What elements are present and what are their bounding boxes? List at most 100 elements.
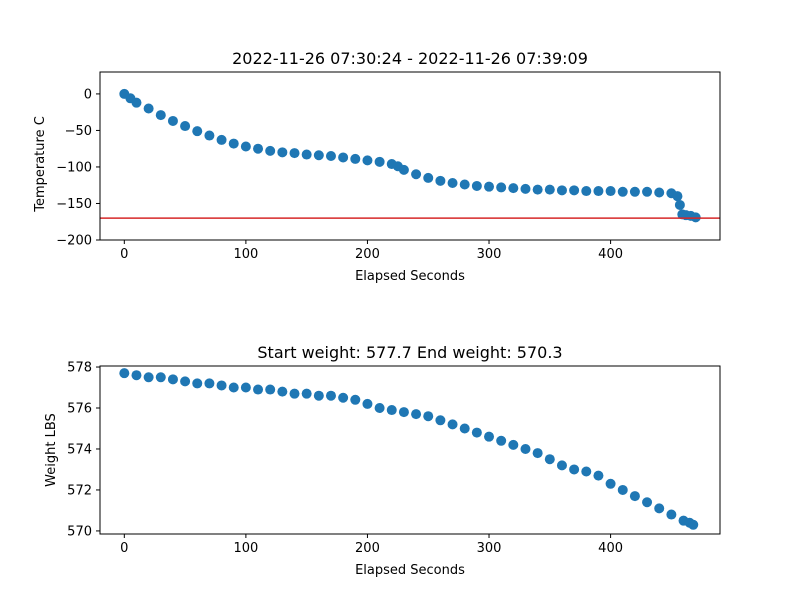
- weight-y-axis-label: Weight LBS: [44, 413, 59, 487]
- weight-data-point: [180, 376, 191, 387]
- temperature-data-point: [313, 150, 324, 161]
- temperature-data-point: [581, 186, 592, 197]
- weight-data-point: [666, 509, 677, 520]
- weight-data-point: [654, 503, 665, 514]
- weight-x-tick-label: 400: [598, 541, 623, 556]
- weight-data-point: [143, 372, 154, 383]
- temperature-data-point: [617, 186, 628, 197]
- temperature-data-point: [204, 130, 215, 141]
- weight-data-point: [338, 392, 349, 403]
- temperature-data-point: [180, 121, 191, 132]
- weight-data-point: [131, 370, 142, 381]
- weight-data-point: [605, 478, 616, 489]
- weight-y-tick-label: 578: [67, 361, 92, 376]
- weight-data-point: [386, 405, 397, 416]
- temperature-data-point: [253, 143, 264, 154]
- weight-data-point: [119, 368, 130, 379]
- weight-data-point: [496, 435, 507, 446]
- temperature-x-tick-label: 0: [120, 247, 128, 262]
- weight-data-point: [688, 519, 699, 530]
- weight-data-point: [459, 423, 470, 434]
- weight-data-point: [471, 427, 482, 438]
- temperature-y-tick-label: −150: [56, 197, 92, 212]
- weight-data-point: [313, 390, 324, 401]
- temperature-data-point: [411, 169, 422, 180]
- temperature-data-point: [459, 179, 470, 190]
- temperature-data-point: [423, 172, 434, 183]
- weight-data-point: [508, 439, 519, 450]
- temperature-data-point: [362, 155, 373, 166]
- temperature-data-point: [350, 153, 361, 164]
- temperature-data-point: [435, 175, 446, 186]
- temperature-data-point: [240, 141, 251, 152]
- temperature-data-point: [192, 126, 203, 137]
- weight-y-ticks: 578 576 574 572 570: [67, 361, 100, 539]
- temperature-data-point: [325, 151, 336, 161]
- temperature-y-ticks: 0 −50 −100 −150 −200: [56, 87, 100, 249]
- temperature-data-point: [216, 134, 227, 145]
- weight-data-point: [423, 411, 434, 422]
- temperature-x-tick-label: 200: [355, 247, 380, 262]
- weight-data-point: [398, 407, 409, 418]
- temperature-data-point: [277, 147, 288, 158]
- temperature-x-axis-label: Elapsed Seconds: [355, 269, 465, 284]
- temperature-x-tick-label: 400: [598, 247, 623, 262]
- temperature-data-point: [228, 138, 239, 149]
- weight-data-point: [216, 380, 227, 391]
- weight-data-point: [362, 398, 373, 409]
- weight-x-tick-label: 0: [120, 541, 128, 556]
- temperature-data-point: [672, 191, 683, 202]
- temperature-y-tick-label: −100: [56, 160, 92, 175]
- temperature-y-tick-label: −50: [65, 124, 92, 139]
- temperature-data-point: [605, 186, 616, 197]
- temperature-data-point: [556, 185, 567, 196]
- weight-y-tick-label: 574: [67, 442, 92, 457]
- temperature-data-points: [119, 88, 701, 223]
- weight-data-point: [435, 415, 446, 426]
- temperature-data-point: [642, 186, 653, 197]
- temperature-data-point: [265, 145, 276, 156]
- weight-y-tick-label: 572: [67, 483, 92, 498]
- temperature-data-point: [471, 180, 482, 191]
- temperature-data-point: [155, 110, 166, 121]
- weight-chart-title: Start weight: 577.7 End weight: 570.3: [257, 343, 562, 362]
- temperature-x-tick-label: 100: [233, 247, 258, 262]
- temperature-data-point: [289, 148, 300, 159]
- weight-plot-frame: [99, 365, 721, 535]
- temperature-data-point: [338, 152, 349, 163]
- weight-data-point: [520, 443, 531, 454]
- temperature-data-point: [484, 181, 495, 192]
- temperature-y-tick-label: −200: [56, 234, 92, 249]
- weight-data-point: [569, 464, 580, 475]
- weight-data-point: [204, 378, 215, 389]
- temperature-plot-frame: [99, 71, 721, 241]
- temperature-chart-title: 2022-11-26 07:30:24 - 2022-11-26 07:39:0…: [232, 49, 588, 68]
- temperature-data-point: [674, 199, 685, 210]
- temperature-data-point: [398, 164, 409, 175]
- weight-data-point: [411, 409, 422, 420]
- weight-data-point: [325, 390, 336, 401]
- temperature-data-point: [374, 156, 385, 167]
- weight-y-tick-label: 576: [67, 402, 92, 417]
- weight-x-ticks: 0 100 200 300 400: [120, 534, 623, 556]
- weight-x-tick-label: 300: [477, 541, 502, 556]
- weight-subplot: Start weight: 577.7 End weight: 570.3 El…: [44, 343, 721, 578]
- temperature-data-point: [532, 184, 543, 195]
- weight-data-point: [265, 384, 276, 395]
- weight-data-point: [350, 394, 361, 405]
- weight-x-tick-label: 100: [233, 541, 258, 556]
- temperature-y-tick-label: 0: [84, 87, 92, 102]
- temperature-data-point: [301, 149, 312, 160]
- weight-data-point: [629, 491, 640, 502]
- weight-data-point: [544, 454, 555, 465]
- temperature-data-point: [629, 186, 640, 197]
- weight-data-point: [167, 374, 178, 385]
- temperature-subplot: 2022-11-26 07:30:24 - 2022-11-26 07:39:0…: [33, 49, 721, 284]
- temperature-data-point: [167, 115, 178, 126]
- temperature-x-ticks: 0 100 200 300 400: [120, 240, 623, 262]
- temperature-data-point: [508, 183, 519, 194]
- weight-data-point: [240, 382, 251, 393]
- weight-data-point: [192, 378, 203, 389]
